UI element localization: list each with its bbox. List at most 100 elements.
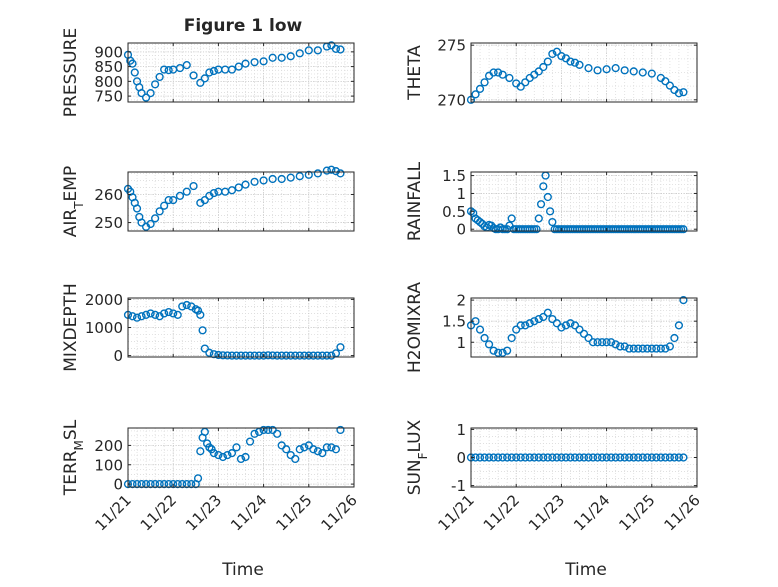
data-point bbox=[128, 59, 137, 68]
data-point bbox=[579, 329, 589, 338]
data-point bbox=[245, 437, 255, 446]
x-axis-label-right: Time bbox=[564, 560, 607, 580]
y-tick-label: 1 bbox=[456, 334, 466, 352]
data-point bbox=[327, 165, 336, 174]
data-point bbox=[300, 443, 309, 452]
y-axis-label: THETA bbox=[405, 45, 425, 101]
data-point bbox=[557, 453, 566, 462]
data-point bbox=[193, 474, 203, 483]
data-point bbox=[318, 449, 327, 458]
data-point bbox=[254, 351, 264, 360]
x-axis-label-left: Time bbox=[221, 560, 264, 580]
figure-title: Figure 1 low bbox=[184, 16, 303, 36]
data-point bbox=[638, 68, 647, 77]
data-point bbox=[661, 344, 670, 353]
y-tick-label: 250 bbox=[94, 214, 123, 232]
data-point bbox=[521, 321, 530, 330]
data-point bbox=[327, 443, 336, 452]
data-point bbox=[494, 348, 503, 357]
data-point bbox=[198, 326, 207, 335]
data-point bbox=[643, 453, 652, 462]
data-point bbox=[223, 351, 232, 360]
data-point bbox=[620, 66, 629, 75]
axes-box bbox=[127, 427, 355, 488]
data-point bbox=[259, 351, 268, 360]
data-point bbox=[327, 351, 336, 360]
y-tick-label: 200 bbox=[94, 437, 123, 455]
data-point bbox=[151, 80, 160, 89]
data-point bbox=[250, 429, 259, 438]
data-point bbox=[620, 342, 629, 351]
data-point bbox=[250, 351, 259, 360]
data-point bbox=[570, 321, 580, 330]
data-point bbox=[665, 81, 674, 90]
data-point bbox=[273, 351, 282, 360]
data-point bbox=[322, 166, 331, 175]
data-point bbox=[304, 46, 313, 55]
data-point bbox=[241, 59, 250, 68]
panel-h2omixra: 1 1.5 2 H2OMIXRA bbox=[405, 282, 698, 373]
x-tick-label: 11/25 bbox=[615, 491, 658, 534]
data-point bbox=[160, 309, 169, 318]
data-point bbox=[525, 453, 534, 462]
data-point bbox=[665, 342, 674, 351]
data-point bbox=[277, 351, 286, 360]
data-point bbox=[214, 450, 223, 460]
data-point bbox=[137, 89, 146, 98]
data-point bbox=[209, 350, 218, 359]
data-point bbox=[548, 217, 557, 227]
data-point bbox=[175, 191, 185, 200]
x-tick-label: 11/22 bbox=[480, 491, 523, 534]
data-point bbox=[480, 78, 489, 87]
data-point bbox=[151, 214, 160, 223]
data-point bbox=[489, 346, 498, 355]
data-point bbox=[218, 452, 228, 462]
data-point bbox=[209, 188, 218, 198]
data-point bbox=[151, 310, 160, 319]
data-point bbox=[264, 425, 273, 435]
axes-box bbox=[127, 171, 355, 232]
data-point bbox=[309, 445, 318, 454]
data-point bbox=[625, 344, 634, 353]
y-tick-label: 0 bbox=[456, 449, 466, 467]
data-point bbox=[475, 217, 485, 227]
data-point bbox=[507, 453, 516, 462]
data-point bbox=[313, 169, 322, 178]
data-point bbox=[661, 453, 670, 462]
data-point bbox=[602, 65, 611, 74]
data-point bbox=[331, 167, 341, 176]
data-point bbox=[543, 192, 552, 202]
data-point bbox=[205, 68, 214, 77]
data-point bbox=[611, 340, 620, 349]
panel-sun-flux: -1 0 1 11/21 11/22 11/23 11/24 11/25 11/26 SUNFLU… bbox=[405, 419, 704, 534]
data-point bbox=[674, 89, 684, 98]
data-point bbox=[575, 453, 584, 462]
y-tick-label: 275 bbox=[437, 37, 466, 55]
data-point bbox=[584, 333, 593, 343]
data-point bbox=[566, 319, 575, 328]
axes-background bbox=[471, 43, 697, 102]
data-point bbox=[475, 84, 485, 93]
y-tick-label: 2 bbox=[456, 292, 466, 310]
x-tick-label: 11/21 bbox=[435, 491, 478, 534]
data-point bbox=[132, 313, 142, 322]
data-point bbox=[146, 309, 155, 318]
data-point bbox=[489, 453, 498, 462]
data-point bbox=[313, 46, 322, 55]
data-point bbox=[259, 425, 268, 435]
data-point bbox=[620, 453, 629, 462]
data-point bbox=[652, 453, 661, 462]
data-point bbox=[318, 351, 327, 360]
data-point bbox=[304, 170, 313, 179]
data-point bbox=[611, 453, 620, 462]
data-point bbox=[227, 65, 237, 74]
data-point bbox=[164, 195, 173, 205]
y-tick-label: 900 bbox=[94, 43, 123, 61]
data-point bbox=[548, 314, 557, 324]
data-point bbox=[597, 453, 607, 462]
data-point bbox=[295, 445, 304, 454]
data-point bbox=[295, 351, 304, 360]
